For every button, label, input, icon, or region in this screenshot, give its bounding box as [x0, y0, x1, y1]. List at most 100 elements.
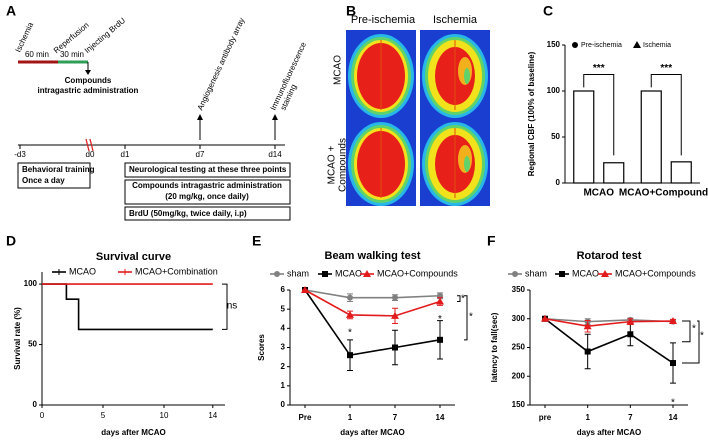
- y-tick-label: 50: [28, 340, 37, 349]
- day: -d3: [14, 150, 26, 159]
- row-label: MCAO: [333, 55, 344, 85]
- annotation: ns: [227, 300, 238, 311]
- series-line: [544, 318, 674, 364]
- y-tick-label: 3: [281, 343, 286, 352]
- legend-label: MCAO: [572, 268, 599, 278]
- point: [392, 294, 398, 301]
- legend-label: MCAO: [335, 268, 362, 278]
- legend-marker: [512, 271, 518, 277]
- duration: 30 min: [60, 50, 84, 59]
- panel-label: D: [6, 233, 16, 249]
- y-axis-label: Regional CBF (100% of baseline): [527, 51, 536, 176]
- legend-label: MCAO+Combination: [135, 266, 218, 276]
- y-tick-label: 0: [556, 178, 561, 187]
- bracket: [682, 320, 700, 364]
- y-tick-label: 250: [512, 343, 526, 352]
- series-line: [304, 289, 441, 299]
- point: [347, 352, 353, 359]
- x-tick-label: MCAO+Compounds: [619, 188, 708, 199]
- y-tick-label: 200: [512, 371, 526, 380]
- x-tick-label: 5: [101, 411, 106, 420]
- chart-title: Rotarod test: [577, 250, 642, 262]
- arrow-head: [85, 70, 91, 75]
- y-tick-label: 150: [512, 400, 526, 409]
- bar: [670, 161, 692, 184]
- break: [85, 138, 90, 152]
- legend-marker: [601, 270, 609, 277]
- box: [124, 179, 291, 205]
- y-tick-label: 1: [281, 381, 286, 390]
- legend-marker: [274, 271, 280, 277]
- point: [627, 331, 634, 338]
- event: Injecting BrdU: [83, 16, 127, 55]
- y-tick-label: 300: [512, 314, 526, 323]
- x-tick-label: 0: [40, 411, 45, 420]
- x-tick-label: 1: [585, 413, 590, 422]
- arrow-head: [272, 114, 278, 120]
- bracket: [682, 320, 691, 343]
- day: d0: [86, 150, 95, 159]
- x-tick-label: 10: [160, 411, 169, 420]
- y-axis-label: Survival rate (%): [13, 307, 22, 370]
- x-tick-label: Pre: [299, 413, 312, 422]
- x-tick-label: MCAO: [583, 188, 614, 199]
- bar: [603, 162, 625, 184]
- x-tick-label: 14: [208, 411, 217, 420]
- bar: [640, 90, 662, 184]
- point: [346, 310, 354, 318]
- point: [670, 360, 676, 367]
- annotation: *: [438, 314, 442, 325]
- panel-b: Pre-ischemia Ischemia MCAO MCAO + Compou…: [327, 14, 490, 206]
- bracket: [457, 295, 461, 302]
- annotation: *: [671, 398, 675, 409]
- behavioral: Behavioral training: [22, 165, 95, 174]
- point: [626, 317, 635, 325]
- legend-marker: [363, 270, 371, 277]
- chart: Rotarod test days after MCAO latency to fa…: [490, 250, 704, 437]
- bracket: [464, 295, 468, 341]
- legend-label: sham: [287, 268, 309, 278]
- compounds: intragastric administration: [38, 86, 139, 95]
- x-axis-label: days after MCAO: [101, 428, 165, 437]
- y-tick-label: 4: [281, 323, 286, 332]
- y-tick-label: 0: [33, 400, 38, 409]
- bar: [573, 90, 595, 184]
- image-layer: [464, 156, 470, 172]
- column-label: Pre-ischemia: [351, 14, 416, 26]
- point: [301, 286, 309, 293]
- row-label: MCAO +: [327, 146, 338, 185]
- box: [17, 162, 91, 189]
- x-tick-label: 14: [436, 413, 445, 422]
- annotation: *: [469, 311, 473, 322]
- point: [347, 294, 353, 301]
- column-label: Ischemia: [433, 14, 478, 26]
- y-tick-label: 50: [551, 132, 560, 141]
- y-tick-label: 100: [24, 279, 38, 288]
- x-axis-label: days after MCAO: [577, 428, 641, 437]
- chart: Beam walking test days after MCAO Scores 0 1…: [257, 250, 473, 437]
- legend-label: sham: [525, 268, 547, 278]
- x-axis-label: days after MCAO: [340, 428, 404, 437]
- legend-label: MCAO+Compounds: [615, 268, 696, 278]
- x-tick-label: 7: [393, 413, 398, 422]
- series-line: [304, 289, 441, 357]
- series-line: [544, 317, 674, 328]
- box: [124, 162, 291, 178]
- point: [584, 348, 591, 355]
- annotation: *: [461, 293, 465, 304]
- legend-marker: [572, 42, 578, 48]
- chart-title: Survival curve: [96, 251, 171, 263]
- x-tick-label: 1: [348, 413, 353, 422]
- annotation: ***: [660, 63, 672, 74]
- arrow-head: [197, 114, 203, 120]
- legend-label: MCAO: [69, 266, 96, 276]
- legend-marker: [559, 271, 565, 277]
- annotation: *: [692, 324, 696, 335]
- compound-box: Compounds intragastric administration: [132, 181, 282, 190]
- point: [437, 336, 443, 343]
- series-line: [304, 289, 441, 317]
- legend-marker: [633, 41, 641, 48]
- day: d14: [268, 150, 282, 159]
- panel-label: E: [252, 233, 261, 249]
